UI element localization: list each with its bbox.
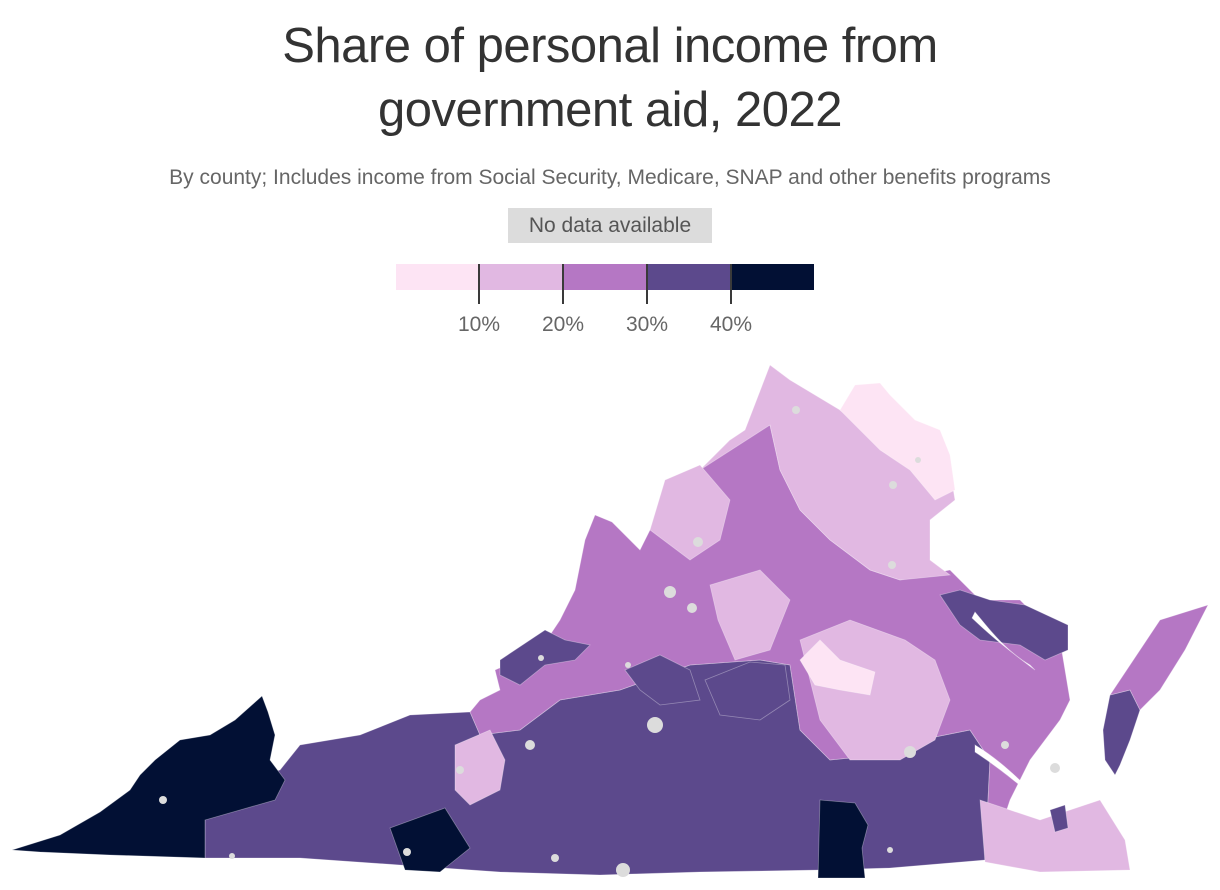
tick-label-20: 20%	[541, 313, 585, 336]
legend-tick-labels: 10% 20% 30% 40%	[396, 313, 814, 339]
legend-swatch-0-10	[396, 264, 480, 290]
legend-swatch-10-20	[479, 264, 564, 290]
region-highland-area	[499, 629, 591, 686]
legend-swatch-40-plus	[730, 264, 814, 290]
region-far-southwest	[11, 695, 286, 859]
region-buckingham-area	[704, 661, 791, 721]
region-richmond-surroundings	[799, 619, 951, 761]
region-eastern-shore-north	[1109, 604, 1209, 711]
region-northern-neck	[939, 589, 1069, 661]
region-north-piedmont	[699, 364, 956, 581]
region-county-light-central	[709, 569, 791, 661]
tick-label-10: 10%	[457, 313, 501, 336]
region-richmond-core	[799, 639, 876, 696]
legend-tick	[478, 264, 480, 304]
region-county-dark-2	[389, 807, 471, 873]
legend-swatch-30-40	[646, 264, 731, 290]
river-cutout	[971, 611, 1036, 671]
region-county-light-west	[649, 464, 731, 561]
region-lynchburg-area	[454, 729, 506, 806]
title-line-1: Share of personal income from	[282, 19, 938, 73]
no-data-legend-badge: No data available	[508, 208, 712, 243]
legend-tick	[646, 264, 648, 304]
chart-subtitle: By county; Includes income from Social S…	[169, 166, 1051, 189]
chart-title: Share of personal income from government…	[0, 14, 1220, 142]
color-legend	[396, 264, 814, 290]
no-data-cities	[159, 406, 1060, 877]
region-hampton-roads-light	[979, 799, 1131, 873]
legend-ticks	[396, 264, 814, 304]
tick-label-30: 30%	[625, 313, 669, 336]
legend-tick	[730, 264, 732, 304]
tick-label-40: 40%	[709, 313, 753, 336]
legend-swatch-20-30	[563, 264, 647, 290]
region-northern-virginia	[839, 382, 956, 501]
river-cutout	[974, 744, 1046, 806]
virginia-county-map	[11, 364, 1209, 879]
region-nelson-area	[624, 654, 701, 706]
region-eastern-shore-south	[1102, 689, 1141, 776]
title-line-2: government aid, 2022	[378, 83, 843, 137]
legend-tick	[562, 264, 564, 304]
region-county-dark-3	[817, 799, 869, 879]
region-hampton-small	[1049, 804, 1069, 833]
